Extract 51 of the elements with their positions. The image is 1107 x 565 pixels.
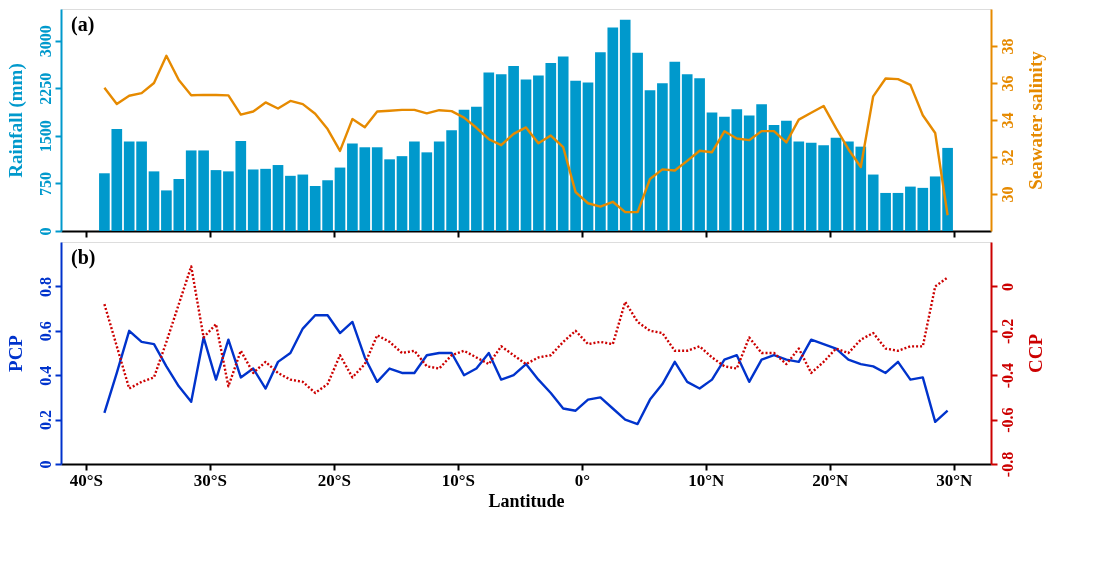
y2-tick-label: -0.6 xyxy=(998,407,1016,433)
x-tick-label: 0° xyxy=(574,470,590,490)
line-series xyxy=(103,314,949,426)
y-tick-label: 0.8 xyxy=(36,276,54,297)
y2-axis-title: CCP xyxy=(1024,333,1046,374)
x-tick-label: 20°S xyxy=(317,470,351,490)
y2-tick-label: 32 xyxy=(998,149,1016,166)
y2-tick-label: 34 xyxy=(998,112,1016,129)
x-tick-label: 30°N xyxy=(936,470,974,490)
y2-tick-label: 30 xyxy=(998,186,1016,203)
annotation: (b) xyxy=(71,246,96,269)
y-tick-label: 2250 xyxy=(36,72,54,105)
bar xyxy=(396,156,408,231)
bar xyxy=(830,137,842,231)
y2-tick-label: 0 xyxy=(998,282,1016,291)
x-tick-label: 40°S xyxy=(69,470,103,490)
y-axis-title: Rainfall (mm) xyxy=(4,63,27,178)
x-tick-label: 30°S xyxy=(193,470,227,490)
y-tick-label: 1500 xyxy=(36,120,54,153)
y-tick-label: 0.4 xyxy=(36,365,54,386)
bar xyxy=(520,79,532,231)
y-tick-label: 3000 xyxy=(36,25,54,58)
line-series xyxy=(103,265,949,395)
x-tick-label: 10°S xyxy=(441,470,475,490)
bar xyxy=(582,82,594,231)
y-axis-title: PCP xyxy=(4,334,26,372)
y-tick-label: 0.6 xyxy=(36,321,54,342)
y2-tick-label: -0.8 xyxy=(998,451,1016,478)
bar xyxy=(210,170,222,231)
y2-tick-label: -0.2 xyxy=(998,318,1016,344)
bar xyxy=(334,167,346,231)
line-series xyxy=(103,54,949,217)
y-tick-label: 0 xyxy=(36,460,54,469)
bar xyxy=(148,171,160,231)
bar xyxy=(768,125,780,231)
bar xyxy=(644,90,656,231)
bar xyxy=(892,192,904,231)
y-tick-label: 0 xyxy=(36,227,54,236)
annotation: (a) xyxy=(71,13,95,36)
y2-axis-title: Seawater salinity xyxy=(1024,50,1046,190)
x-axis-title: Lantitude xyxy=(488,490,565,511)
y-tick-label: 0.2 xyxy=(36,410,54,431)
y2-tick-label: 38 xyxy=(998,38,1016,55)
y2-tick-label: 36 xyxy=(998,75,1016,92)
x-tick-label: 10°N xyxy=(688,470,726,490)
bar xyxy=(458,109,470,231)
bar xyxy=(706,112,718,231)
bar xyxy=(272,165,284,231)
x-tick-label: 20°N xyxy=(812,470,850,490)
y-tick-label: 750 xyxy=(36,171,54,196)
y2-tick-label: -0.4 xyxy=(998,363,1016,389)
